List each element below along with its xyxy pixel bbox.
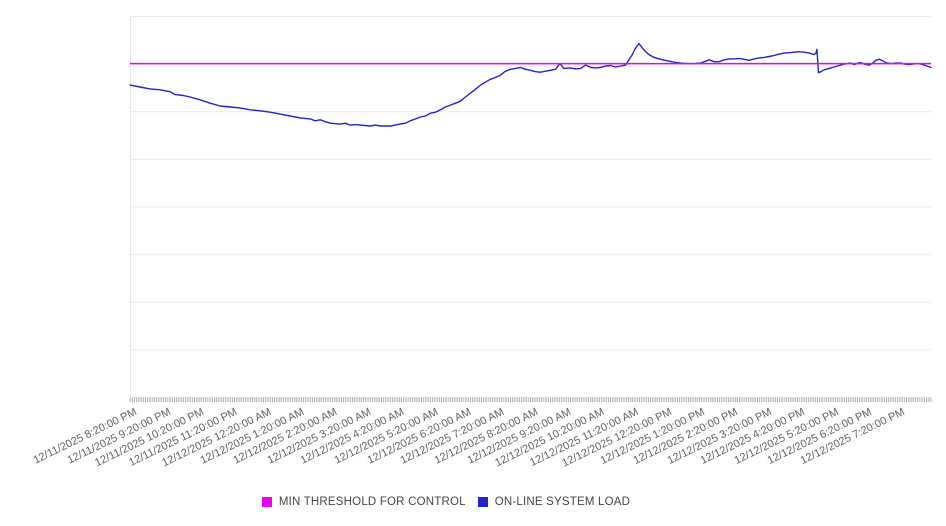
legend-item-load[interactable]: ON-LINE SYSTEM LOAD xyxy=(477,496,631,508)
gridlines xyxy=(130,16,931,398)
load-legend-label: ON-LINE SYSTEM LOAD xyxy=(494,496,631,508)
x-axis-tick-marks xyxy=(129,398,932,402)
legend-item-threshold[interactable]: MIN THRESHOLD FOR CONTROL xyxy=(261,496,466,508)
legend: MIN THRESHOLD FOR CONTROL ON-LINE SYSTEM… xyxy=(0,496,892,508)
threshold-swatch-icon xyxy=(261,497,272,507)
load-swatch-icon xyxy=(477,497,488,507)
load-series-line xyxy=(129,42,932,127)
threshold-legend-label: MIN THRESHOLD FOR CONTROL xyxy=(278,496,466,508)
